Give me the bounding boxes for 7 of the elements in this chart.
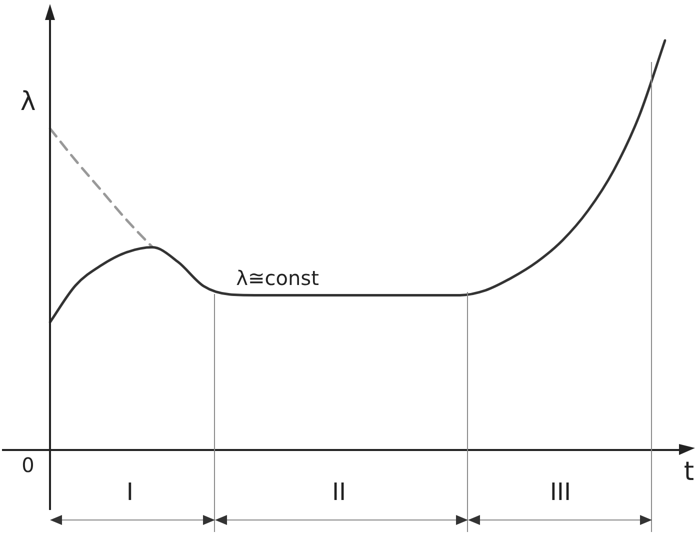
text: III [550, 478, 572, 506]
annotation: λ≅const [236, 266, 320, 290]
text: 0 [22, 453, 34, 477]
x-axis-title: t [684, 457, 694, 487]
text: I [126, 478, 134, 506]
y-axis-title: λ [20, 87, 36, 117]
text: II [332, 478, 346, 506]
